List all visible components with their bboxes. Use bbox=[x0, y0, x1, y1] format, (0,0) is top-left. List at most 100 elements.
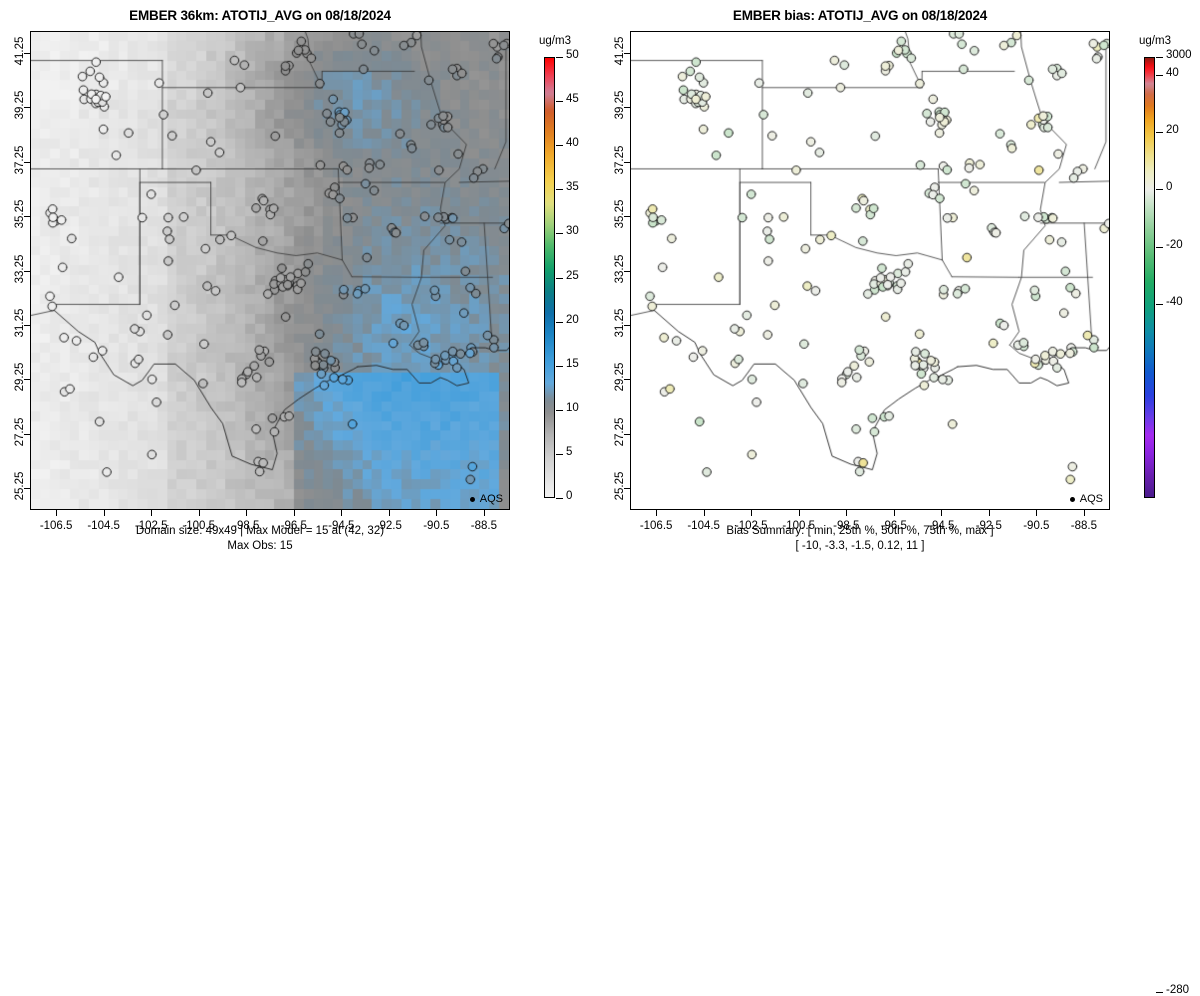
colorbar-tick bbox=[556, 498, 563, 499]
x-axis-tick bbox=[246, 510, 248, 516]
x-axis-label: -106.5 bbox=[39, 520, 73, 532]
x-axis-label: -106.5 bbox=[639, 520, 673, 532]
y-axis-tick bbox=[24, 52, 30, 54]
y-axis-label: 33.25 bbox=[14, 254, 26, 283]
colorbar-tick bbox=[556, 189, 563, 191]
x-axis-label: -96.5 bbox=[280, 520, 307, 532]
colorbar-model: ug/m3 0 5 10 15 20 25 30 35 40 45 50 bbox=[537, 0, 597, 560]
x-axis-tick bbox=[941, 510, 943, 516]
plot-area-bias: AQS bbox=[630, 31, 1110, 510]
colorbar-tick-label: 50 bbox=[566, 49, 579, 61]
y-axis-label: 41.25 bbox=[14, 36, 26, 66]
x-axis-tick bbox=[198, 510, 200, 516]
y-axis-tick bbox=[24, 270, 30, 272]
colorbar-gradient bbox=[544, 57, 555, 498]
x-axis-tick bbox=[703, 510, 705, 516]
filled-circle-marker-icon bbox=[1069, 496, 1075, 502]
colorbar-tick-label: -40 bbox=[1166, 295, 1183, 308]
x-axis-label: -88.5 bbox=[470, 520, 497, 532]
panel-bias: EMBER bias: ATOTIJ_AVG on 08/18/2024 AQS… bbox=[600, 0, 1200, 996]
y-axis-tick bbox=[624, 52, 630, 54]
x-axis-label: -98.5 bbox=[233, 520, 260, 532]
colorbar-tick bbox=[1156, 991, 1163, 993]
colorbar-tick bbox=[556, 145, 563, 147]
x-axis-tick bbox=[893, 510, 895, 516]
panel-model: EMBER 36km: ATOTIJ_AVG on 08/18/2024 AQS… bbox=[0, 0, 600, 600]
x-axis-label: -96.5 bbox=[880, 520, 907, 532]
x-axis-label: -94.5 bbox=[328, 520, 355, 532]
y-axis-label: 39.25 bbox=[614, 90, 626, 120]
x-axis-tick bbox=[436, 510, 438, 516]
y-axis-tick bbox=[624, 379, 630, 381]
colorbar-tick bbox=[556, 453, 563, 455]
x-axis-label: -92.5 bbox=[975, 520, 1002, 532]
x-axis-label: -100.5 bbox=[782, 520, 815, 532]
x-axis-label: -92.5 bbox=[375, 520, 402, 532]
map-canvas-bias bbox=[631, 32, 1109, 509]
caption-line1-bias: Bias Summary: [ min, 25th %, 50th %, 75t… bbox=[726, 525, 994, 537]
colorbar-tick bbox=[1156, 74, 1163, 76]
y-axis-label: 37.25 bbox=[614, 145, 626, 175]
y-axis-label: 29.25 bbox=[14, 362, 26, 392]
x-axis-tick bbox=[656, 510, 658, 516]
x-axis-label: -100.5 bbox=[182, 520, 215, 532]
colorbar-tick-label: 40 bbox=[566, 137, 579, 150]
aqs-legend-bias: AQS bbox=[1069, 493, 1103, 505]
colorbar-tick-label: 35 bbox=[566, 181, 579, 194]
x-axis-label: -102.5 bbox=[134, 520, 168, 532]
x-axis-tick bbox=[341, 510, 343, 516]
colorbar-tick-label: 20 bbox=[566, 313, 579, 326]
colorbar-tick bbox=[556, 365, 563, 367]
colorbar-tick-label: 5 bbox=[566, 445, 573, 458]
colorbar-tick-label: -20 bbox=[1166, 238, 1183, 251]
y-axis-tick bbox=[24, 433, 30, 435]
colorbar-tick-label: 40 bbox=[1166, 66, 1179, 79]
y-axis-label: 41.25 bbox=[614, 36, 626, 66]
y-axis-tick bbox=[624, 488, 630, 490]
y-axis-tick bbox=[624, 107, 630, 109]
colorbar-tick bbox=[556, 321, 563, 323]
y-axis-tick bbox=[24, 379, 30, 381]
y-axis-label: 33.25 bbox=[614, 254, 626, 283]
colorbar-tick-label: -280 bbox=[1166, 983, 1190, 996]
caption-line1-model: Domain size: 49x49 | Max Model = 15 at (… bbox=[135, 525, 385, 537]
map-canvas-model bbox=[31, 32, 509, 509]
panel-title-model: EMBER 36km: ATOTIJ_AVG on 08/18/2024 bbox=[129, 8, 391, 23]
colorbar-tick bbox=[1156, 57, 1163, 58]
y-axis-tick bbox=[624, 270, 630, 272]
y-axis-tick bbox=[624, 324, 630, 326]
y-axis-label: 31.25 bbox=[614, 308, 626, 338]
y-axis-tick bbox=[624, 433, 630, 435]
x-axis-label: -90.5 bbox=[1023, 520, 1050, 532]
colorbar-units-label: ug/m3 bbox=[1139, 35, 1171, 47]
colorbar-tick-label: 0 bbox=[566, 490, 573, 502]
x-axis-tick bbox=[846, 510, 848, 516]
x-axis-tick bbox=[1083, 510, 1085, 516]
x-axis-tick bbox=[388, 510, 390, 516]
y-axis-label: 25.25 bbox=[614, 471, 626, 501]
x-axis-tick bbox=[151, 510, 153, 516]
y-axis-tick bbox=[24, 488, 30, 490]
y-axis-label: 39.25 bbox=[14, 90, 26, 120]
colorbar-tick-label: 15 bbox=[566, 357, 579, 370]
colorbar-tick bbox=[556, 277, 563, 279]
panel-title-bias: EMBER bias: ATOTIJ_AVG on 08/18/2024 bbox=[732, 8, 988, 23]
x-axis-label: -88.5 bbox=[1070, 520, 1097, 532]
colorbar-tick-label: 0 bbox=[1166, 181, 1173, 194]
x-axis-label: -104.5 bbox=[87, 520, 120, 532]
colorbar-tick bbox=[1156, 131, 1163, 133]
x-axis-tick bbox=[293, 510, 295, 516]
colorbar-tick bbox=[556, 101, 563, 103]
x-axis-label: -90.5 bbox=[423, 520, 450, 532]
colorbar-tick-label: 45 bbox=[566, 93, 579, 106]
y-axis-label: 29.25 bbox=[614, 362, 626, 392]
y-axis-tick bbox=[24, 324, 30, 326]
y-axis-label: 25.25 bbox=[14, 471, 26, 501]
x-axis-tick bbox=[751, 510, 753, 516]
y-axis-label: 27.25 bbox=[614, 417, 626, 447]
colorbar-tick bbox=[1156, 189, 1163, 191]
x-axis-tick bbox=[56, 510, 58, 516]
y-axis-tick bbox=[24, 161, 30, 163]
y-axis-tick bbox=[624, 161, 630, 163]
